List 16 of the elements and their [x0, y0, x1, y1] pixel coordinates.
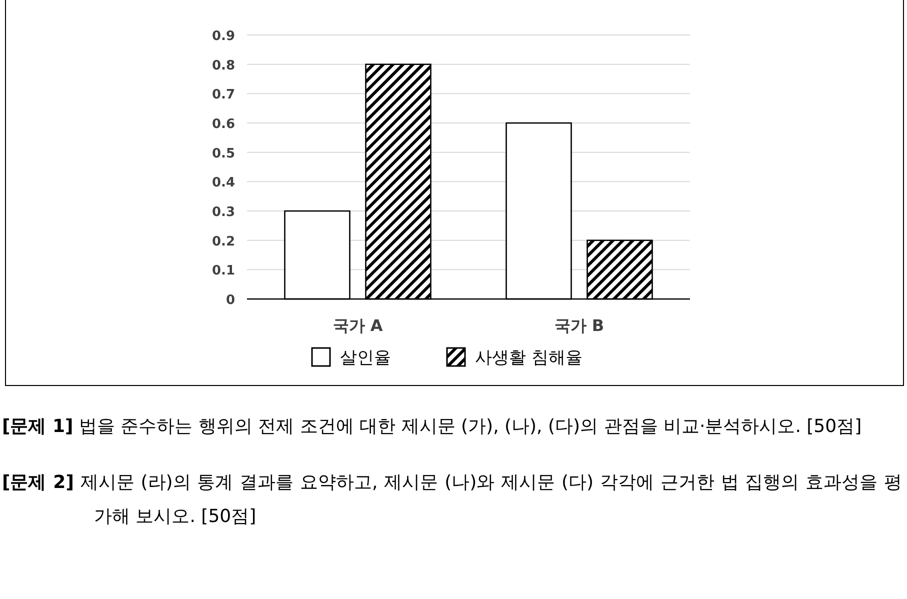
y-tick-label: 0.9 [212, 29, 235, 44]
y-tick-label: 0.7 [212, 88, 235, 103]
y-tick-label: 0.2 [212, 234, 235, 250]
y-tick-label: 0.5 [212, 146, 235, 162]
y-tick-label: 0.4 [212, 176, 235, 191]
y-tick-label: 0.1 [212, 264, 235, 279]
x-tick-label: 국가 A [332, 316, 384, 335]
y-tick-label: 0.3 [212, 205, 235, 220]
y-tick-label: 0.6 [212, 117, 235, 132]
x-tick-label: 국가 B [554, 316, 604, 335]
y-tick-label: 0 [226, 293, 235, 308]
legend-label: 살인율 [340, 348, 391, 368]
text: [문제 2] 제시문 (라)의 통계 결과를 요약하고, 제시문 (나)와 제시문 (다) 각각에 근거한 법 집행의 효과성을 평가해 보시오. [50점] [2, 471, 902, 529]
text: [문제 1] 법을 준수하는 행위의 전제 조건에 대한 제시문 (가), (나), (다)의 관점을 비교·분석하시오. [50점] [2, 415, 863, 439]
y-tick-label: 0.8 [212, 58, 235, 74]
legend-label: 사생활 침해율 [475, 348, 582, 368]
